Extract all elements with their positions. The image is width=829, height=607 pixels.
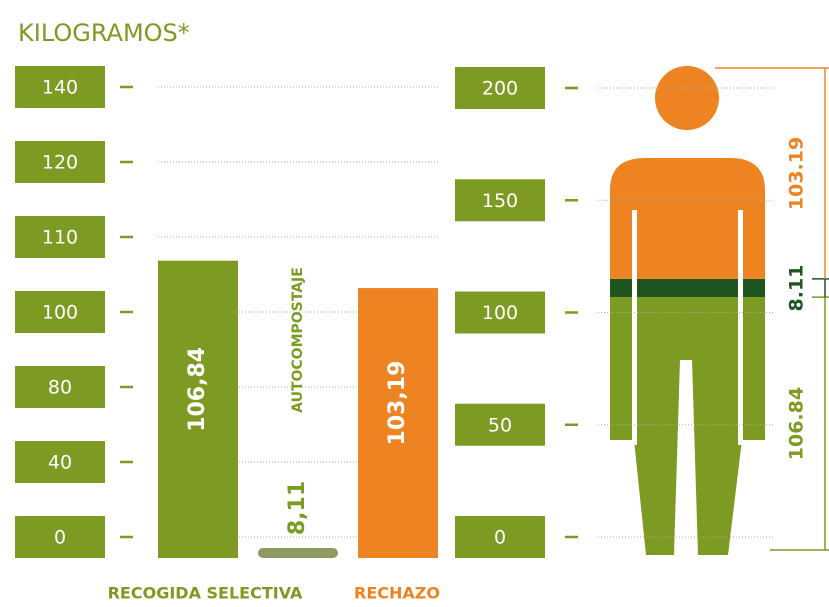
value-label: 106,84: [185, 347, 210, 432]
category-label: RECHAZO: [354, 584, 440, 603]
y-tick-box: [455, 179, 545, 222]
y-tick-label: 50: [488, 414, 512, 436]
person-figure: [610, 66, 765, 555]
y-tick-label: 0: [54, 527, 66, 549]
figure-segment: [610, 297, 765, 555]
figure-segment: [610, 66, 765, 279]
bar: [258, 548, 338, 558]
y-tick-box: [15, 366, 105, 408]
segment-label: 8.11: [786, 265, 808, 312]
y-tick-box: [15, 66, 105, 108]
arm-gap: [738, 210, 743, 445]
y-tick-box: [15, 516, 105, 558]
category-label: AUTOCOMPOSTAJE: [290, 267, 306, 413]
y-tick-label: 120: [42, 152, 78, 174]
value-label: 8,11: [285, 481, 310, 535]
y-tick-label: 140: [42, 77, 78, 99]
figure-segment: [610, 278, 765, 298]
y-tick-label: 100: [42, 302, 78, 324]
y-tick-box: [455, 67, 545, 109]
y-tick-label: 0: [494, 527, 506, 549]
y-tick-label: 40: [48, 452, 72, 474]
bar: [358, 288, 438, 558]
y-tick-box: [15, 291, 105, 333]
y-tick-box: [455, 291, 545, 334]
y-tick-label: 80: [48, 377, 72, 399]
y-tick-box: [455, 403, 545, 446]
chart-title: KILOGRAMOS*: [18, 19, 190, 47]
arm-gap: [632, 210, 637, 445]
y-tick-box: [15, 441, 105, 483]
y-tick-box: [15, 141, 105, 183]
y-tick-box: [455, 516, 545, 558]
y-tick-label: 100: [482, 302, 518, 324]
segment-label: 103.19: [786, 137, 808, 210]
y-tick-label: 110: [42, 227, 78, 249]
category-label: RECOGIDA SELECTIVA: [108, 584, 303, 603]
value-label: 103,19: [385, 361, 410, 446]
segment-label: 106.84: [786, 387, 808, 460]
y-tick-label: 150: [482, 190, 518, 212]
bar: [158, 260, 238, 558]
y-tick-box: [15, 216, 105, 258]
y-tick-label: 200: [482, 78, 518, 100]
